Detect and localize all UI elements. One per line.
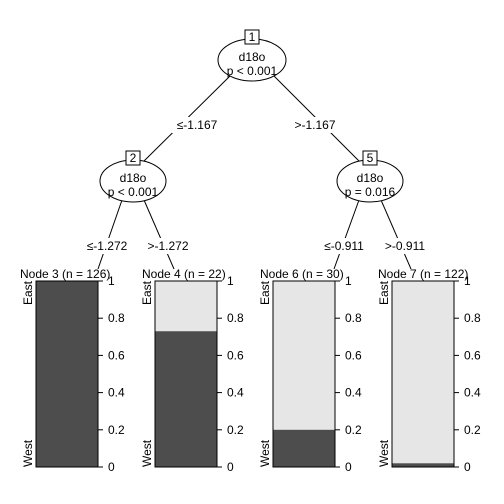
edge-label-bg-1-2 [171, 117, 223, 133]
axis-tick-label-node-4-1: 0.2 [227, 423, 244, 437]
edge-label-5-7: >-0.911 [385, 239, 425, 253]
edge-label-2-3: ≤-1.272 [87, 239, 128, 253]
edge-label-bg-2-3 [81, 238, 133, 254]
axis-tick-label-node-6-2: 0.4 [345, 386, 362, 400]
class-label-bottom-6: West [258, 439, 272, 467]
edge-label-bg-1-5 [289, 117, 341, 133]
axis-tick-label-node-7-1: 0.2 [464, 423, 481, 437]
node-id-box-2 [125, 150, 141, 166]
edge-line-5-6 [333, 199, 360, 270]
axis-tick-label-node-6-4: 0.8 [345, 311, 362, 325]
edge-label-bg-2-4 [142, 238, 194, 254]
node-variable-5: d18o [357, 171, 384, 185]
bar-east-node-4 [155, 281, 217, 332]
axis-tick-label-node-6-3: 0.6 [345, 348, 362, 362]
axis-tick-label-node-7-0: 0 [464, 460, 471, 474]
class-label-bottom-7: West [377, 439, 391, 467]
edge-line-2-4 [143, 199, 175, 270]
axis-tick-label-node-3-4: 0.8 [108, 311, 125, 325]
axis-tick-label-node-3-1: 0.2 [108, 423, 125, 437]
edge-label-1-5: >-1.167 [294, 118, 335, 132]
class-label-bottom-4: West [140, 439, 154, 467]
bar-east-node-6 [273, 281, 335, 430]
node-variable-1: d18o [239, 50, 266, 64]
axis-tick-label-node-4-4: 0.8 [227, 311, 244, 325]
axis-tick-label-node-7-3: 0.6 [464, 348, 481, 362]
terminal-label-7: Node 7 (n = 122) [378, 267, 468, 281]
node-id-box-1 [244, 29, 260, 45]
node-pvalue-2: p < 0.001 [108, 185, 159, 199]
axis-tick-label-node-3-0: 0 [108, 460, 115, 474]
axis-tick-label-node-6-1: 0.2 [345, 423, 362, 437]
bar-east-node-7 [392, 281, 454, 464]
axis-tick-label-node-4-0: 0 [227, 460, 234, 474]
axis-tick-label-node-3-5: 1 [108, 274, 115, 288]
node-variable-2: d18o [120, 171, 147, 185]
axis-tick-label-node-4-3: 0.6 [227, 348, 244, 362]
node-id-box-5 [362, 150, 378, 166]
edge-line-5-7 [380, 199, 412, 270]
class-label-top-4: East [140, 280, 154, 305]
edge-line-2-3 [97, 199, 123, 270]
bar-west-node-3 [36, 281, 98, 467]
bar-west-node-7 [392, 463, 454, 467]
terminal-label-3: Node 3 (n = 126) [20, 267, 110, 281]
edge-label-5-6: ≤-0.911 [324, 239, 364, 253]
bar-west-node-4 [155, 331, 217, 467]
terminal-label-4: Node 4 (n = 22) [142, 267, 226, 281]
terminal-label-6: Node 6 (n = 30) [260, 267, 344, 281]
axis-tick-label-node-3-2: 0.4 [108, 386, 125, 400]
node-id-5: 5 [367, 151, 374, 165]
node-pvalue-5: p = 0.016 [345, 185, 396, 199]
class-label-bottom-3: West [21, 439, 35, 467]
class-label-top-3: East [21, 280, 35, 305]
axis-tick-label-node-7-4: 0.8 [464, 311, 481, 325]
axis-tick-label-node-7-2: 0.4 [464, 386, 481, 400]
bar-west-node-6 [273, 429, 335, 467]
edge-label-bg-5-6 [318, 238, 370, 254]
axis-tick-label-node-6-0: 0 [345, 460, 352, 474]
axis-tick-label-node-4-5: 1 [227, 274, 234, 288]
axis-tick-label-node-6-5: 1 [345, 274, 352, 288]
edge-label-1-2: ≤-1.167 [177, 118, 218, 132]
node-pvalue-1: p < 0.001 [227, 64, 278, 78]
edge-label-2-4: >-1.272 [147, 239, 188, 253]
class-label-top-7: East [377, 280, 391, 305]
axis-tick-label-node-7-5: 1 [464, 274, 471, 288]
axis-tick-label-node-3-3: 0.6 [108, 348, 125, 362]
node-id-1: 1 [249, 30, 256, 44]
axis-tick-label-node-4-2: 0.4 [227, 386, 244, 400]
node-id-2: 2 [130, 151, 137, 165]
edge-label-bg-5-7 [379, 238, 431, 254]
class-label-top-6: East [258, 280, 272, 305]
